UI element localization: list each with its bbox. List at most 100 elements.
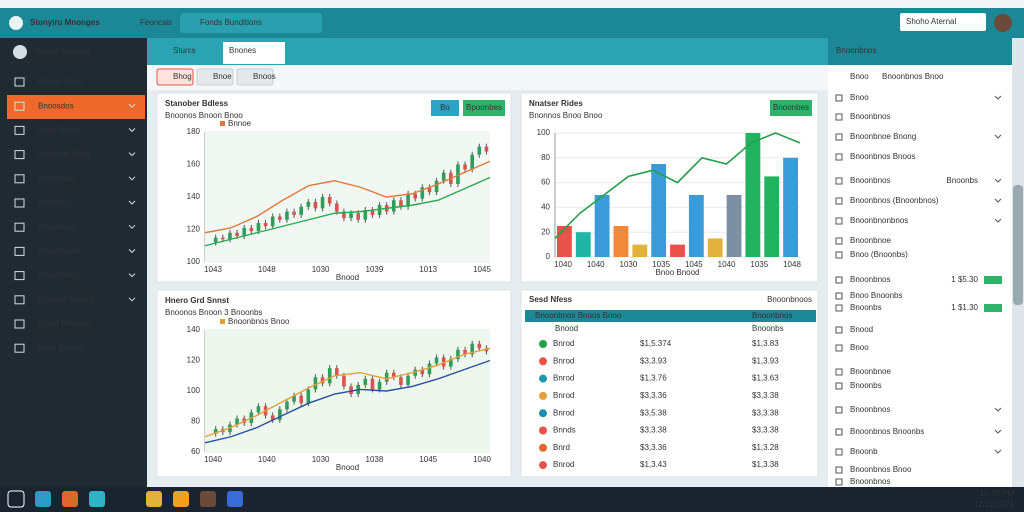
- row-label[interactable]: Bnoo: [850, 93, 869, 102]
- search-tab[interactable]: [180, 13, 322, 33]
- candle: [470, 343, 474, 355]
- taskbar-icon[interactable]: [35, 491, 51, 507]
- row-label[interactable]: Bnoonbnos Bnoos: [850, 152, 915, 161]
- row-icon: [539, 340, 547, 348]
- avatar[interactable]: [994, 14, 1012, 32]
- tab[interactable]: Fonds Bunditions: [200, 18, 262, 27]
- active-tab[interactable]: [223, 42, 285, 64]
- x-tick-label: 1039: [366, 265, 384, 274]
- y-tick-label: 180: [187, 127, 201, 136]
- row-value: 1 $1.30: [951, 303, 978, 312]
- chevron: [128, 249, 136, 254]
- nav-item[interactable]: Bnoonbnoe: [38, 247, 79, 256]
- nav-item[interactable]: Bnoorbys: [38, 198, 72, 207]
- row-label[interactable]: Bnood: [850, 325, 873, 334]
- trend-line: [204, 176, 491, 247]
- search-text: Shoho Aternal: [906, 17, 956, 26]
- nav-item[interactable]: Bnoorlods: [38, 174, 74, 183]
- taskbar-icon[interactable]: [146, 491, 162, 507]
- row-label[interactable]: Bnoonbnoe Bnong: [850, 132, 916, 141]
- candle: [420, 187, 425, 199]
- nav-item[interactable]: Riqad Bnomge: [38, 319, 91, 328]
- nav-item[interactable]: Bnoon Mosk: [38, 77, 83, 86]
- row-label[interactable]: Bnoo Bnoonbs: [850, 291, 903, 300]
- row-label[interactable]: Bnoonbnos: [850, 405, 890, 414]
- row-label[interactable]: Bnoonbnoe: [850, 367, 891, 376]
- button[interactable]: [431, 100, 459, 116]
- candle: [349, 386, 353, 395]
- taskbar-icon[interactable]: [227, 491, 243, 507]
- row-label[interactable]: Bnoo: [850, 343, 869, 352]
- bar: [557, 226, 572, 257]
- link[interactable]: Bnoonbnoos: [767, 295, 812, 304]
- row-label[interactable]: Bnoonbnos: [850, 112, 890, 121]
- candle: [441, 172, 446, 181]
- cell: Bnrod: [553, 356, 574, 365]
- active-item[interactable]: [7, 95, 145, 119]
- taskbar-icon[interactable]: [89, 491, 105, 507]
- button-label[interactable]: Bo: [440, 103, 450, 112]
- nav-item[interactable]: Bnoosdos: [38, 101, 74, 110]
- button[interactable]: [770, 100, 812, 116]
- tab[interactable]: Sturcs: [173, 46, 196, 55]
- search-box[interactable]: [900, 13, 986, 31]
- row-label[interactable]: Bnoonb: [850, 447, 878, 456]
- candle: [399, 200, 403, 207]
- candle: [449, 358, 453, 367]
- button[interactable]: [196, 68, 234, 86]
- cell: $1,3.38: [752, 460, 779, 469]
- row-icon: [835, 133, 843, 141]
- row-label[interactable]: Bnoonbnonbnos: [850, 216, 908, 225]
- candle: [270, 216, 275, 227]
- row-label[interactable]: Bnoonbnos: [850, 275, 890, 284]
- nav-item[interactable]: Bnooste Bnomg: [38, 295, 95, 304]
- button-label[interactable]: Bnoe: [213, 72, 232, 81]
- button[interactable]: [156, 68, 194, 86]
- tab[interactable]: Bnoonbnos Bnoo: [882, 72, 944, 81]
- nav-item[interactable]: Bnoo Bactry: [38, 126, 82, 135]
- row-label[interactable]: Bnoonbs: [850, 303, 882, 312]
- row-label[interactable]: Bnoonbnos (Bnoonbnos): [850, 196, 939, 205]
- nav-item[interactable]: Bnoo Bnoods: [38, 343, 86, 352]
- row-label[interactable]: Bnoonbnos: [850, 477, 890, 486]
- scroll-thumb[interactable]: [1013, 185, 1023, 305]
- candle: [370, 210, 375, 215]
- taskbar-icon[interactable]: [173, 491, 189, 507]
- candle: [413, 369, 417, 376]
- app-title: Stonyiru Mnonges: [30, 18, 100, 27]
- button-label[interactable]: Bhog: [173, 72, 192, 81]
- candle: [213, 429, 218, 434]
- x-tick-label: 1040: [258, 455, 276, 464]
- nav-item[interactable]: Bnoorbnos: [38, 222, 77, 231]
- row-icon: [539, 443, 547, 452]
- x-tick-label: 1030: [312, 455, 330, 464]
- row-label[interactable]: Bnoonbs: [850, 381, 882, 390]
- button[interactable]: [236, 68, 274, 86]
- row-icon: [835, 197, 843, 205]
- candle: [427, 187, 432, 193]
- taskbar-icon[interactable]: [62, 491, 78, 507]
- tab[interactable]: Feoncsis: [140, 18, 172, 27]
- row-label[interactable]: Bnoonbnos: [850, 176, 890, 185]
- candle: [278, 216, 282, 220]
- button-label[interactable]: Bnoos: [253, 72, 276, 81]
- row-label[interactable]: Bnoo (Bnoonbs): [850, 250, 908, 259]
- chart-subtitle: Bnonnos Bnoo Bnoo: [529, 111, 603, 120]
- row-label[interactable]: Bnoonbnos Bnoo: [850, 465, 912, 474]
- nav-item[interactable]: Bnoonbary: [38, 271, 77, 280]
- candle: [256, 406, 261, 413]
- row-icon: [835, 304, 843, 312]
- y-tick-label: 0: [546, 252, 551, 261]
- button-label[interactable]: Bnoonbes: [773, 103, 809, 112]
- taskbar-icon[interactable]: [7, 490, 25, 508]
- tab[interactable]: Bnones: [229, 46, 256, 55]
- row-label[interactable]: Bnoonbnoe: [850, 236, 891, 245]
- row-label[interactable]: Bnoonbnos Bnoonbs: [850, 427, 924, 436]
- taskbar-icon[interactable]: [200, 491, 216, 507]
- button-label[interactable]: Bpoonbes: [466, 103, 502, 112]
- nav-item[interactable]: Bnoonds Beng: [38, 150, 91, 159]
- button[interactable]: [463, 100, 505, 116]
- bar: [670, 244, 685, 257]
- tab[interactable]: Bnoo: [850, 72, 869, 81]
